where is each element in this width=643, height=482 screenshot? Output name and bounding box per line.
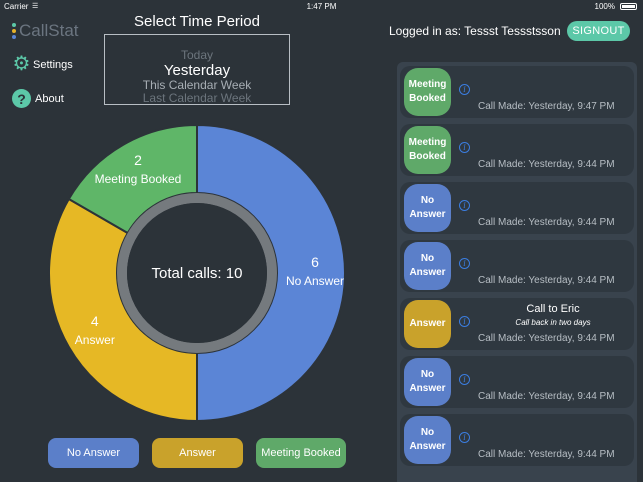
period-option-last-week[interactable]: Last Calendar Week [142, 91, 252, 105]
gear-icon: ⚙ [12, 53, 31, 75]
slice-answer [48, 197, 198, 423]
slice-value-label: 2 [134, 152, 142, 168]
period-option-yesterday[interactable]: Yesterday [163, 62, 231, 79]
battery-percent: 100% [594, 2, 615, 11]
call-timestamp: Call Made: Yesterday, 9:47 PM [478, 101, 615, 112]
call-list-item[interactable]: No Answer i Call Made: Yesterday, 9:44 PM [400, 240, 634, 292]
slice-meeting-booked [67, 125, 198, 235]
info-icon[interactable]: i [459, 142, 470, 153]
carrier-label: Carrier [4, 2, 29, 11]
call-list-item[interactable]: Meeting Booked i Call Made: Yesterday, 9:4… [400, 66, 634, 118]
filter-no-answer-button[interactable]: No Answer [48, 438, 139, 468]
call-note: Call back in two days [515, 318, 591, 327]
info-icon[interactable]: i [459, 200, 470, 211]
about-label: About [35, 92, 64, 105]
logo-dots-icon [12, 23, 16, 39]
call-list-item[interactable]: Answer i Call to Eric Call back in two days… [400, 298, 634, 350]
call-outcome-badge: Answer [404, 300, 451, 348]
call-outcome-badge: Meeting Booked [404, 126, 451, 174]
calls-list[interactable]: Meeting Booked i Call Made: Yesterday, 9:4… [397, 62, 637, 482]
call-list-item[interactable]: No Answer i Call Made: Yesterday, 9:44 PM [400, 182, 634, 234]
call-timestamp: Call Made: Yesterday, 9:44 PM [478, 333, 615, 344]
call-timestamp: Call Made: Yesterday, 9:44 PM [478, 275, 615, 286]
inner-ring [117, 193, 277, 353]
info-icon[interactable]: i [459, 432, 470, 443]
settings-label: Settings [33, 58, 73, 71]
call-list-item[interactable]: No Answer i Call Made: Yesterday, 9:44 PM [400, 414, 634, 466]
slice-no-answer [196, 125, 346, 423]
call-timestamp: Call Made: Yesterday, 9:44 PM [478, 449, 615, 460]
total-calls-label: Total calls: 10 [152, 265, 243, 282]
slice-name-label: Meeting Booked [95, 172, 182, 186]
call-timestamp: Call Made: Yesterday, 9:44 PM [478, 391, 615, 402]
clock: 1:47 PM [306, 2, 337, 11]
filter-meeting-booked-button[interactable]: Meeting Booked [256, 438, 346, 468]
settings-menu-item[interactable]: ⚙ Settings [12, 53, 73, 75]
call-timestamp: Call Made: Yesterday, 9:44 PM [478, 159, 615, 170]
slice-name-label: Answer [75, 333, 115, 347]
slice-name-label: No Answer [286, 274, 344, 288]
app-name: CallStat [19, 21, 79, 40]
info-icon[interactable]: i [459, 84, 470, 95]
info-icon[interactable]: i [459, 374, 470, 385]
period-picker[interactable]: Today Yesterday This Calendar Week Last … [104, 34, 290, 105]
status-bar: Carrier ☰ 1:47 PM 100% [0, 0, 643, 14]
period-title: Select Time Period [134, 13, 260, 30]
donut-hole [127, 203, 267, 343]
about-menu-item[interactable]: ? About [12, 89, 64, 108]
call-list-item[interactable]: No Answer i Call Made: Yesterday, 9:44 PM [400, 356, 634, 408]
info-icon[interactable]: i [459, 316, 470, 327]
call-outcome-badge: No Answer [404, 184, 451, 232]
call-outcome-badge: No Answer [404, 358, 451, 406]
wifi-icon: ☰ [32, 3, 39, 10]
slice-value-label: 6 [311, 254, 319, 270]
info-icon[interactable]: i [459, 258, 470, 269]
slice-value-label: 4 [91, 313, 99, 329]
filter-answer-button[interactable]: Answer [152, 438, 243, 468]
period-option-today[interactable]: Today [180, 48, 214, 62]
logged-in-label: Logged in as: Tessst Tessstsson [389, 24, 561, 38]
app-logo: CallStat [12, 20, 79, 42]
call-outcome-badge: Meeting Booked [404, 68, 451, 116]
signout-button[interactable]: SIGNOUT [567, 21, 630, 41]
call-timestamp: Call Made: Yesterday, 9:44 PM [478, 217, 615, 228]
question-icon: ? [12, 89, 31, 108]
battery-icon [620, 3, 637, 10]
period-option-this-week[interactable]: This Calendar Week [142, 78, 252, 92]
call-outcome-badge: No Answer [404, 416, 451, 464]
call-title: Call to Eric [526, 303, 580, 315]
call-list-item[interactable]: Meeting Booked i Call Made: Yesterday, 9:4… [400, 124, 634, 176]
call-outcome-badge: No Answer [404, 242, 451, 290]
call-outcome-donut-chart: 6 No Answer 4 Answer 2 Meeting Booked Total ca… [48, 125, 346, 423]
